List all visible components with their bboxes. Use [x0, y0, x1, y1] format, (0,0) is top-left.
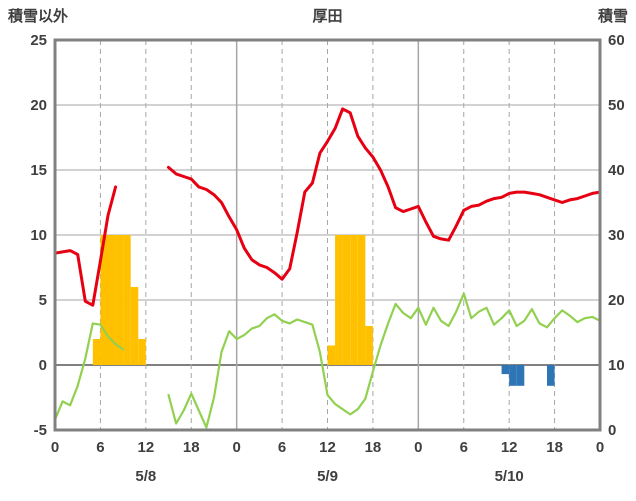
precipitation-bars-bar	[327, 345, 336, 365]
snow-bars-bar	[547, 365, 555, 386]
plot-frame	[53, 38, 602, 432]
precipitation-bars-bar	[107, 235, 116, 365]
precipitation-bars-bar	[138, 339, 146, 365]
snow-bars-bar	[509, 365, 517, 386]
date-label: 5/10	[495, 468, 524, 485]
left-tick-label: 20	[30, 97, 47, 114]
precipitation-bars-bar	[365, 326, 373, 365]
left-axis-title: 積雪以外	[8, 8, 69, 25]
hour-tick-label: 12	[319, 439, 336, 456]
left-tick-label: 5	[39, 292, 47, 309]
right-tick-label: 0	[608, 422, 616, 439]
hour-tick-label: 0	[414, 439, 422, 456]
left-tick-label: 25	[30, 32, 47, 49]
temperature-line	[53, 107, 602, 307]
hour-tick-label: 18	[546, 439, 563, 456]
right-tick-label: 20	[608, 292, 625, 309]
hour-tick-label: 0	[232, 439, 240, 456]
hour-tick-label: 6	[278, 439, 286, 456]
snow-bars-bar	[501, 365, 510, 375]
right-tick-label: 30	[608, 227, 625, 244]
hour-tick-label: 12	[501, 439, 518, 456]
right-tick-label: 40	[608, 162, 625, 179]
precipitation-bars-bar	[342, 235, 351, 365]
hour-tick-label: 18	[183, 439, 200, 456]
right-axis-title: 積雪	[597, 8, 628, 25]
precipitation-bars-bar	[357, 235, 366, 365]
hour-tick-label: 6	[460, 439, 468, 456]
snow-bars-bar	[516, 365, 525, 386]
precipitation-bars-bar	[115, 235, 124, 365]
precipitation-bars-bar	[100, 235, 108, 365]
precipitation-bars-bar	[335, 235, 343, 365]
date-label: 5/8	[135, 468, 156, 485]
wind-line	[53, 292, 602, 429]
right-tick-label: 50	[608, 97, 625, 114]
station-title: 厚田	[312, 8, 343, 25]
hour-tick-label: 12	[137, 439, 154, 456]
precipitation-bars-bar	[350, 235, 358, 365]
hour-tick-label: 18	[365, 439, 382, 456]
left-tick-label: 0	[39, 357, 47, 374]
precipitation-bars-bar	[123, 235, 131, 365]
hour-tick-label: 0	[51, 439, 59, 456]
left-tick-label: 15	[30, 162, 47, 179]
right-tick-label: 60	[608, 32, 625, 49]
left-tick-label: -5	[34, 422, 47, 439]
hour-tick-label: 6	[96, 439, 104, 456]
left-tick-label: 10	[30, 227, 47, 244]
precipitation-bars-bar	[92, 339, 101, 365]
right-tick-label: 10	[608, 357, 625, 374]
date-label: 5/9	[317, 468, 338, 485]
hour-tick-label: 0	[596, 439, 604, 456]
precipitation-bars-bar	[130, 287, 139, 365]
